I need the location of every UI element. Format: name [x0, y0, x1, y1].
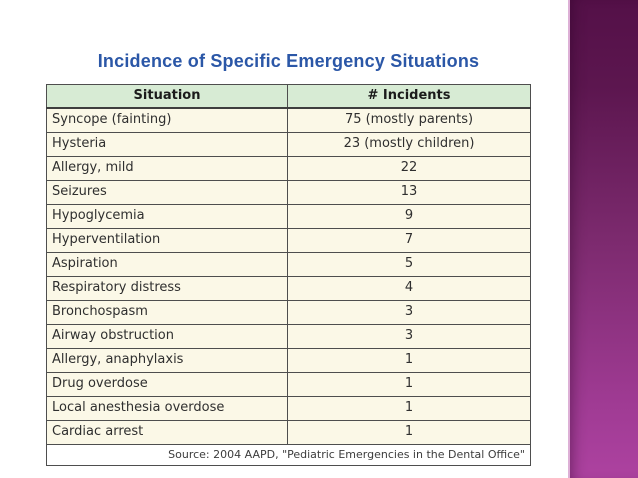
column-header-situation: Situation [45, 84, 289, 109]
table-body: Syncope (fainting) 75 (mostly parents) Hys… [45, 107, 531, 445]
situation-cell: Hyperventilation [45, 228, 289, 253]
situation-cell: Drug overdose [45, 372, 289, 397]
incidents-cell: 3 [287, 300, 531, 325]
table-row: Drug overdose 1 [45, 372, 531, 397]
table-row: Hyperventilation 7 [45, 228, 531, 253]
situation-cell: Hypoglycemia [45, 204, 289, 229]
header-row: Situation # Incidents [45, 84, 531, 109]
situation-cell: Allergy, mild [45, 156, 289, 181]
situation-cell: Bronchospasm [45, 300, 289, 325]
situation-cell: Syncope (fainting) [45, 107, 289, 133]
situation-cell: Local anesthesia overdose [45, 396, 289, 421]
page-title: Incidence of Specific Emergency Situatio… [97, 51, 480, 71]
table-row: Syncope (fainting) 75 (mostly parents) [45, 107, 531, 133]
situation-cell: Allergy, anaphylaxis [45, 348, 289, 373]
table-row: Cardiac arrest 1 [45, 420, 531, 445]
incidents-cell: 23 (mostly children) [287, 132, 531, 157]
slide-content: Incidence of Specific Emergency Situatio… [45, 51, 531, 466]
source-note: Source: 2004 AAPD, "Pediatric Emergencie… [46, 444, 531, 466]
situation-cell: Respiratory distress [45, 276, 289, 301]
table-row: Allergy, mild 22 [45, 156, 531, 181]
incidents-cell: 7 [287, 228, 531, 253]
incidents-cell: 13 [287, 180, 531, 205]
table-row: Allergy, anaphylaxis 1 [45, 348, 531, 373]
table-header: Situation # Incidents [45, 84, 531, 109]
situation-cell: Aspiration [45, 252, 289, 277]
incidence-table: Situation # Incidents Syncope (fainting)… [45, 84, 531, 466]
table-row: Aspiration 5 [45, 252, 531, 277]
incidents-cell: 22 [287, 156, 531, 181]
source-row: Source: 2004 AAPD, "Pediatric Emergencie… [46, 444, 531, 466]
table-row: Local anesthesia overdose 1 [45, 396, 531, 421]
table-row: Seizures 13 [45, 180, 531, 205]
situation-cell: Airway obstruction [45, 324, 289, 349]
table-row: Airway obstruction 3 [45, 324, 531, 349]
incidents-cell: 5 [287, 252, 531, 277]
incidents-cell: 1 [287, 348, 531, 373]
purple-accent-strip [568, 0, 638, 478]
incidents-cell: 1 [287, 372, 531, 397]
situation-cell: Seizures [45, 180, 289, 205]
table-row: Hypoglycemia 9 [45, 204, 531, 229]
table-row: Hysteria 23 (mostly children) [45, 132, 531, 157]
incidents-cell: 1 [287, 420, 531, 445]
incidents-cell: 9 [287, 204, 531, 229]
situation-cell: Cardiac arrest [45, 420, 289, 445]
table-footer: Source: 2004 AAPD, "Pediatric Emergencie… [46, 444, 531, 466]
incidents-cell: 3 [287, 324, 531, 349]
incidents-cell: 4 [287, 276, 531, 301]
column-header-incidents: # Incidents [287, 84, 531, 109]
situation-cell: Hysteria [45, 132, 289, 157]
table-row: Bronchospasm 3 [45, 300, 531, 325]
table-row: Respiratory distress 4 [45, 276, 531, 301]
incidents-cell: 1 [287, 396, 531, 421]
incidents-cell: 75 (mostly parents) [287, 107, 531, 133]
